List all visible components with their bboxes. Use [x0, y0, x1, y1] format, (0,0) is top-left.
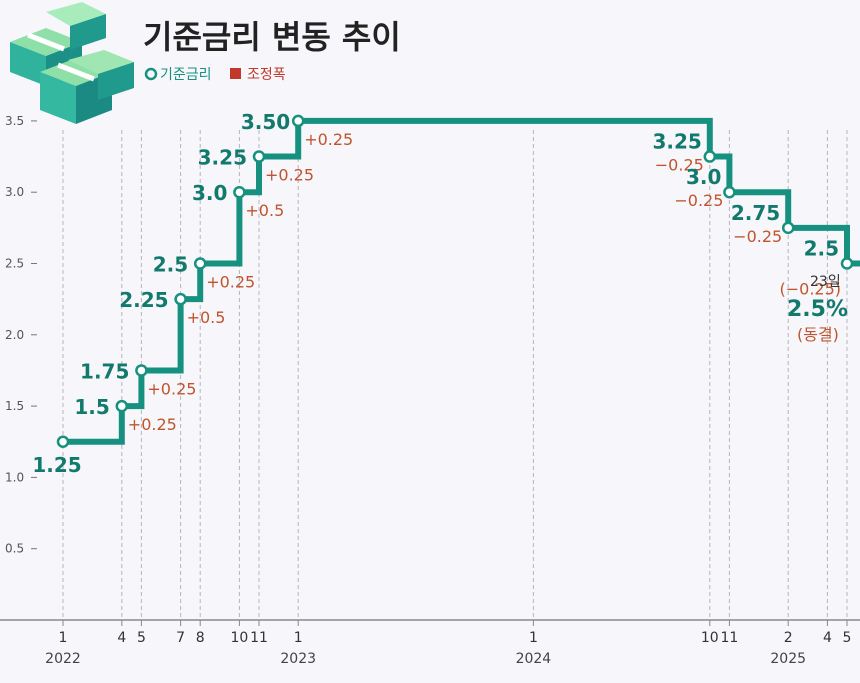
change-label: +0.5 [187, 308, 226, 327]
year-label: 2025 [770, 651, 806, 667]
x-tick-label: 5 [137, 630, 146, 646]
data-point [174, 292, 187, 306]
value-label: 2.75 [731, 201, 780, 225]
y-tick-label: 2.0 [5, 328, 24, 342]
y-tick-label: 1.0 [5, 470, 24, 484]
y-tick-label: 3.5 [5, 114, 24, 128]
x-tick-label: 1 [294, 630, 303, 646]
y-axis: 0.5 1.0 1.5 2.0 2.5 3.0 3.5 [5, 114, 37, 556]
change-label: +0.25 [304, 130, 353, 149]
value-label: 3.0 [192, 181, 227, 205]
value-label: 3.50 [241, 110, 290, 134]
data-point [291, 114, 305, 128]
data-point [233, 185, 246, 199]
final-annotation: 23일 2.5% (동결) [787, 274, 848, 344]
final-note-label: (동결) [797, 325, 839, 344]
change-label: (−0.25) [779, 280, 841, 299]
x-tick-label: 10 [701, 630, 719, 646]
value-label: 1.25 [32, 453, 81, 477]
x-tick-label: 2 [784, 630, 793, 646]
change-label: +0.25 [147, 379, 196, 398]
x-tick-label: 7 [176, 630, 185, 646]
x-tick-label: 8 [196, 630, 205, 646]
value-label: 1.75 [80, 359, 129, 383]
year-label: 2022 [45, 651, 81, 667]
value-label: 3.25 [198, 146, 247, 170]
value-label: 2.5 [153, 253, 188, 277]
final-day-label: 23일 [810, 274, 841, 290]
data-point [840, 257, 854, 270]
legend-rate-label: 기준금리 [160, 67, 212, 83]
data-point [135, 364, 148, 377]
y-tick-label: 0.5 [5, 542, 24, 556]
value-label: 2.5 [804, 237, 839, 261]
x-tick-label: 11 [720, 630, 738, 646]
change-label: −0.25 [674, 191, 723, 210]
change-label: +0.25 [206, 273, 255, 292]
value-label: 3.25 [652, 130, 701, 154]
x-tick-label: 1 [59, 630, 68, 646]
data-point [193, 257, 207, 270]
change-label: +0.5 [245, 201, 284, 220]
data-point [703, 150, 717, 163]
legend-rate-marker [144, 67, 158, 81]
x-tick-label: 5 [843, 630, 852, 646]
x-tick-label: 1 [529, 630, 538, 646]
year-label: 2024 [516, 651, 552, 667]
value-label: 2.25 [119, 288, 168, 312]
x-axis: 1457810111110112457810월2022202320242025 [0, 619, 860, 667]
data-point [56, 435, 70, 448]
x-tick-label: 4 [823, 630, 832, 646]
chart-title: 기준금리 변동 추이 [143, 18, 401, 56]
legend: 기준금리 조정폭 [144, 67, 286, 83]
change-label: −0.25 [655, 156, 704, 175]
x-tick-label: 11 [250, 630, 268, 646]
money-stack-icon [10, 2, 134, 124]
x-tick-label: 10 [230, 630, 248, 646]
value-label: 3.0 [686, 165, 721, 189]
data-point [781, 221, 795, 235]
change-label: −0.25 [733, 227, 782, 246]
rate-series [56, 114, 860, 448]
value-label: 1.5 [74, 395, 109, 419]
final-value-label: 2.5% [787, 297, 848, 322]
change-label: +0.25 [128, 415, 177, 434]
year-label: 2023 [280, 651, 316, 667]
change-label: +0.25 [265, 166, 314, 185]
data-labels: 1.25 1.5 +0.25 1.75 +0.25 2.25 +0.5 2.5 +0.25 3.0… [32, 110, 841, 477]
legend-change-marker [230, 68, 241, 79]
y-tick-label: 2.5 [5, 257, 24, 271]
x-tick-label: 4 [117, 630, 126, 646]
y-tick-label: 1.5 [5, 399, 24, 413]
data-point [115, 399, 129, 413]
y-tick-label: 3.0 [5, 185, 24, 199]
data-point [723, 185, 736, 199]
data-point [252, 150, 266, 163]
legend-change-label: 조정폭 [247, 67, 286, 83]
